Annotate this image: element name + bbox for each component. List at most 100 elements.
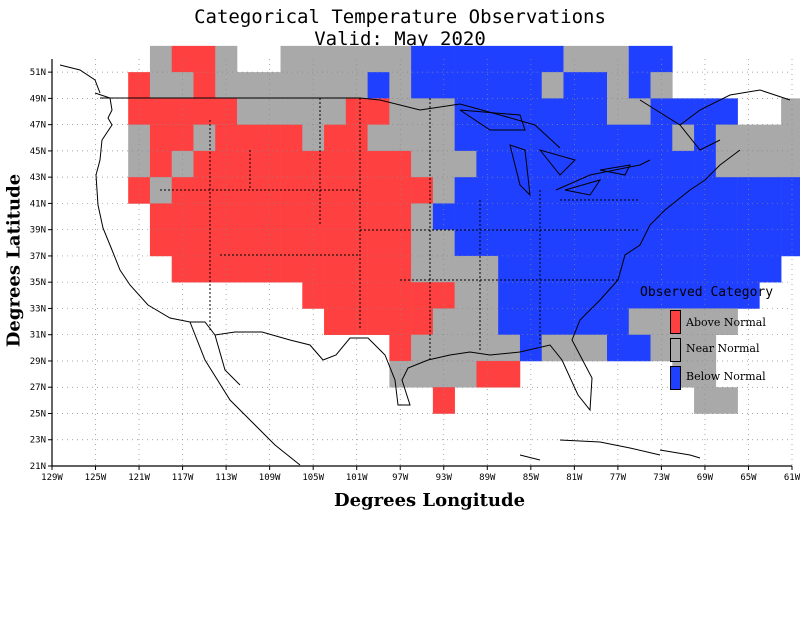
y-tick-label: 45N: [30, 147, 46, 157]
category-cell: [389, 177, 412, 204]
category-cell: [258, 203, 281, 230]
x-tick-label: 129W: [41, 473, 63, 483]
category-cell: [607, 308, 630, 336]
category-cell: [541, 229, 564, 257]
category-cell: [215, 124, 238, 152]
category-cell: [149, 124, 173, 152]
category-cell: [454, 308, 477, 336]
legend-title: Observed Category: [640, 285, 774, 300]
y-tick-label: 23N: [30, 436, 46, 446]
category-cell: [411, 124, 434, 152]
category-cell: [367, 45, 390, 73]
category-cell: [628, 98, 651, 125]
category-cell: [345, 72, 368, 99]
category-cell: [694, 229, 717, 257]
category-cell: [302, 229, 325, 257]
category-cell: [498, 334, 521, 362]
category-cell: [324, 255, 347, 283]
x-tick-label: 61W: [784, 473, 800, 483]
x-tick-label: 105W: [302, 473, 324, 483]
category-cell: [324, 308, 347, 336]
category-cell: [781, 98, 800, 125]
category-cell: [650, 334, 673, 362]
category-cell: [149, 98, 173, 125]
category-cell: [215, 98, 238, 125]
category-cell: [672, 150, 695, 178]
x-axis-ticks: 129W 125W 121W 117W 113W 109W 105W 101W 97W 93W 89…: [41, 466, 800, 483]
category-cell: [541, 45, 564, 73]
y-tick-label: 39N: [30, 226, 46, 236]
category-cell: [519, 334, 543, 362]
category-cell: [258, 72, 281, 99]
category-cell: [454, 45, 477, 73]
category-cell: [302, 98, 325, 125]
category-cell: [280, 124, 303, 152]
x-tick-label: 73W: [653, 473, 670, 483]
category-cell: [432, 387, 455, 414]
category-cell: [607, 334, 630, 362]
category-cell: [454, 98, 477, 125]
category-cell: [628, 308, 651, 336]
category-cell: [280, 72, 303, 99]
category-cell: [519, 203, 543, 230]
category-cell: [280, 255, 303, 283]
category-cell: [715, 203, 738, 230]
category-cell: [672, 203, 695, 230]
category-cell: [476, 282, 499, 309]
category-cell: [411, 282, 434, 309]
category-cell: [607, 203, 630, 230]
category-cell: [215, 203, 238, 230]
y-tick-label: 29N: [30, 357, 46, 367]
category-cell: [345, 282, 368, 309]
category-cell: [345, 98, 368, 125]
category-cell: [607, 229, 630, 257]
category-cell: [411, 150, 434, 178]
mexico-coast-outline: [189, 321, 301, 466]
map-outline: [59, 64, 791, 466]
category-cell: [324, 98, 347, 125]
category-cell: [607, 124, 630, 152]
category-cell: [498, 45, 521, 73]
category-cell: [781, 150, 800, 178]
category-cell: [628, 229, 651, 257]
category-cell: [389, 308, 412, 336]
category-cell: [367, 177, 390, 204]
category-cell: [628, 150, 651, 178]
category-cell: [781, 203, 800, 230]
category-cell: [454, 334, 477, 362]
category-cell: [519, 72, 543, 99]
y-tick-label: 43N: [30, 173, 46, 183]
category-cell: [411, 72, 434, 99]
category-cell: [781, 177, 800, 204]
category-cell: [585, 282, 608, 309]
category-cell: [585, 45, 608, 73]
y-tick-label: 35N: [30, 278, 46, 288]
category-cell: [237, 124, 260, 152]
category-cell: [411, 203, 434, 230]
great-lakes-outline: [459, 109, 631, 197]
category-cell: [454, 177, 477, 204]
category-cell: [237, 98, 260, 125]
category-cell: [149, 45, 173, 73]
category-cell: [694, 203, 717, 230]
category-cell: [628, 124, 651, 152]
category-cell: [411, 360, 434, 388]
category-cell: [628, 45, 651, 73]
y-tick-label: 49N: [30, 94, 46, 104]
category-cell: [432, 334, 455, 362]
category-cell: [650, 177, 673, 204]
category-cell: [563, 72, 586, 99]
category-cell: [389, 98, 412, 125]
legend-label-below: Below Normal: [686, 370, 766, 383]
category-cell: [759, 124, 782, 152]
category-cell: [476, 177, 499, 204]
category-cell: [432, 229, 455, 257]
category-cell: [585, 72, 608, 99]
x-tick-label: 125W: [85, 473, 107, 483]
category-cell: [541, 282, 564, 309]
category-cell: [781, 229, 800, 257]
category-cell: [345, 203, 368, 230]
category-cell: [171, 203, 194, 230]
category-cell: [650, 282, 673, 309]
